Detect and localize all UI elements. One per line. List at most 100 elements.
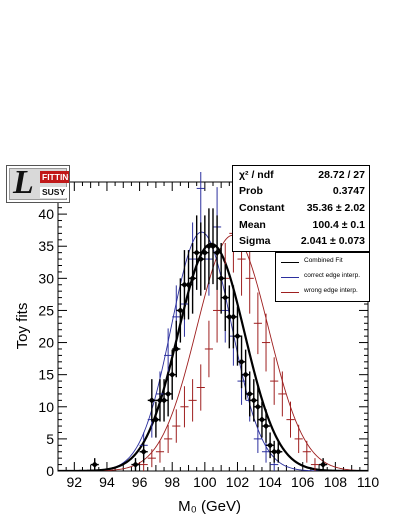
data-points bbox=[90, 172, 328, 471]
legend-swatch bbox=[281, 277, 299, 278]
diamond-marker bbox=[193, 249, 200, 256]
data-point bbox=[270, 357, 279, 405]
diamond-marker bbox=[132, 461, 139, 468]
x-tick-label: 96 bbox=[132, 474, 148, 490]
data-point bbox=[196, 222, 205, 296]
y-tick-label: 0 bbox=[46, 463, 54, 479]
data-point bbox=[257, 401, 267, 438]
data-point bbox=[131, 458, 140, 471]
x-tick-label: 100 bbox=[193, 474, 217, 490]
stat-row-prob: Prob 0.3747 bbox=[239, 185, 365, 202]
data-point bbox=[241, 349, 250, 400]
logo-susy-text: SUSY bbox=[40, 187, 68, 198]
diamond-marker bbox=[246, 390, 253, 398]
data-point bbox=[90, 458, 99, 471]
data-point bbox=[302, 440, 311, 463]
x-tick-label: 108 bbox=[324, 474, 348, 490]
stat-constant-label: Constant bbox=[239, 202, 285, 214]
data-point bbox=[180, 386, 189, 428]
diamond-marker bbox=[250, 397, 257, 404]
diamond-marker bbox=[230, 313, 237, 321]
diamond-marker bbox=[258, 416, 266, 423]
data-point bbox=[188, 243, 197, 314]
stat-mean-label: Mean bbox=[239, 219, 266, 231]
diamond-marker bbox=[197, 255, 204, 263]
diamond-marker bbox=[164, 390, 172, 398]
legend-entry-combined-fit: Combined Fit bbox=[280, 256, 367, 270]
diamond-marker bbox=[148, 397, 156, 404]
data-point bbox=[139, 440, 148, 463]
data-point bbox=[278, 371, 287, 417]
data-point bbox=[310, 458, 320, 471]
diamond-marker bbox=[254, 403, 262, 410]
data-point bbox=[261, 409, 271, 443]
diamond-marker bbox=[262, 422, 270, 430]
diamond-marker bbox=[222, 294, 229, 301]
diamond-marker bbox=[201, 249, 209, 256]
diamond-marker bbox=[169, 371, 176, 378]
diamond-marker bbox=[319, 461, 327, 468]
fittino-susy-logo: L FITTINO SUSY bbox=[6, 165, 70, 203]
stat-chi2-label: χ² / ndf bbox=[239, 169, 274, 181]
diamond-marker bbox=[152, 416, 160, 423]
data-point bbox=[294, 424, 303, 454]
data-point bbox=[249, 379, 258, 422]
data-point bbox=[147, 379, 156, 422]
data-point bbox=[164, 424, 173, 454]
data-point bbox=[176, 278, 185, 343]
diamond-marker bbox=[217, 275, 225, 282]
data-point bbox=[319, 458, 328, 471]
data-point bbox=[192, 215, 201, 290]
diamond-marker bbox=[238, 358, 245, 366]
data-point bbox=[221, 264, 230, 331]
y-tick-label: 5 bbox=[46, 431, 54, 447]
data-point bbox=[253, 292, 262, 355]
diamond-marker bbox=[140, 448, 147, 455]
x-tick-label: 106 bbox=[291, 474, 315, 490]
logo-background: L FITTINO SUSY bbox=[9, 165, 69, 201]
data-point bbox=[168, 349, 177, 400]
stat-prob-label: Prob bbox=[239, 185, 263, 197]
legend-label: Combined Fit bbox=[304, 257, 343, 264]
x-tick-label: 104 bbox=[258, 474, 282, 490]
data-point bbox=[213, 215, 222, 290]
data-point bbox=[237, 335, 246, 389]
data-point bbox=[245, 243, 254, 314]
data-point bbox=[229, 285, 238, 349]
data-point bbox=[151, 401, 160, 438]
stat-chi2-value: 28.72 / 27 bbox=[318, 169, 365, 181]
legend-entry-wrong-edge: wrong edge interp. bbox=[280, 286, 367, 300]
data-point bbox=[184, 250, 193, 320]
data-point bbox=[208, 208, 218, 285]
diamond-marker bbox=[91, 461, 98, 468]
data-point bbox=[155, 440, 165, 463]
y-tick-label: 20 bbox=[38, 335, 54, 351]
legend: Combined Fit correct edge interp. wrong … bbox=[275, 252, 370, 302]
data-point bbox=[200, 215, 209, 290]
diamond-marker bbox=[177, 307, 184, 314]
x-axis-label: M₀ (GeV) bbox=[178, 498, 241, 515]
data-point bbox=[172, 409, 181, 443]
y-axis-label: Toy fits bbox=[14, 303, 31, 350]
stat-row-mean: Mean 100.4 ± 0.1 bbox=[239, 219, 365, 236]
legend-swatch bbox=[281, 292, 299, 293]
legend-entry-correct-edge: correct edge interp. bbox=[280, 271, 367, 285]
x-tick-label: 92 bbox=[67, 474, 83, 490]
data-point bbox=[233, 306, 242, 366]
data-point bbox=[188, 379, 197, 422]
data-point bbox=[266, 432, 275, 459]
diamond-marker bbox=[234, 332, 241, 340]
data-point bbox=[217, 243, 226, 314]
stat-row-chi2: χ² / ndf 28.72 / 27 bbox=[239, 169, 365, 186]
stat-sigma-label: Sigma bbox=[239, 235, 271, 247]
y-tick-label: 25 bbox=[38, 302, 54, 318]
data-point bbox=[196, 364, 205, 411]
data-point bbox=[172, 320, 181, 378]
data-point bbox=[164, 371, 173, 417]
x-tick-label: 98 bbox=[164, 474, 180, 490]
logo-glyph: L bbox=[13, 165, 34, 201]
data-point bbox=[196, 172, 205, 231]
data-point bbox=[286, 401, 295, 438]
x-tick-label: 102 bbox=[226, 474, 250, 490]
data-point bbox=[253, 386, 262, 428]
